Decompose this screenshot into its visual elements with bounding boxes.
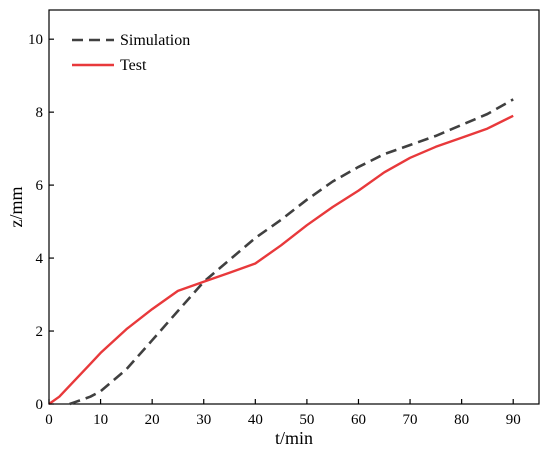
y-axis-title: z/mm: [6, 187, 26, 228]
x-tick-label: 0: [45, 412, 53, 428]
y-tick-label: 8: [36, 105, 44, 121]
legend-label-simulation: Simulation: [120, 32, 190, 49]
tick-layer: 0 10 20 30 40 50 60 70 80 90 0 2 4 6 8 10: [28, 32, 521, 428]
legend-label-test: Test: [120, 57, 147, 74]
legend: Simulation Test: [72, 32, 190, 74]
x-tick-label: 40: [248, 412, 263, 428]
x-tick-label: 50: [299, 412, 314, 428]
series-line-simulation: [69, 98, 514, 406]
x-tick-label: 30: [196, 412, 211, 428]
y-tick-label: 6: [36, 178, 44, 194]
series-line-test: [48, 114, 514, 405]
y-tick-label: 10: [28, 32, 43, 48]
x-tick-label: 10: [93, 412, 108, 428]
x-tick-label: 20: [145, 412, 160, 428]
x-tick-label: 70: [403, 412, 418, 428]
y-tick-label: 2: [36, 324, 44, 340]
series-layer: [48, 98, 514, 406]
x-tick-label: 80: [454, 412, 469, 428]
y-tick-label: 0: [36, 397, 44, 413]
x-tick-label: 90: [506, 412, 521, 428]
x-axis-title: t/min: [275, 428, 313, 448]
plot-area: [48, 9, 540, 405]
plot-border: [48, 9, 540, 405]
y-tick-label: 4: [36, 251, 44, 267]
x-tick-label: 60: [351, 412, 366, 428]
